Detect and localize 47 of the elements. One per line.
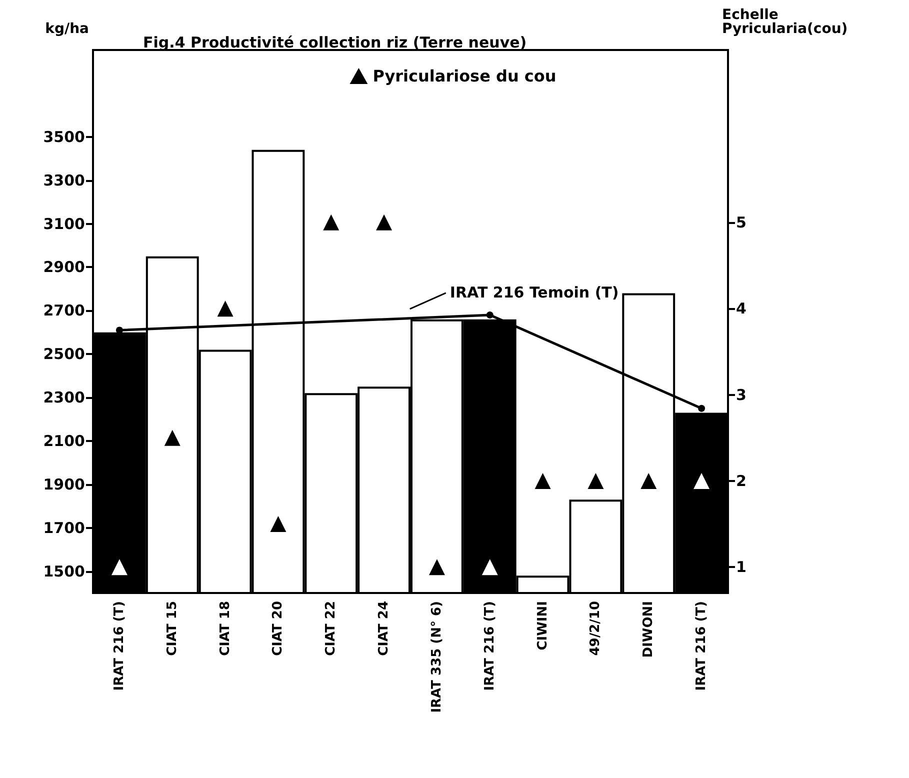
x-tick-label: 49/2/10 bbox=[588, 601, 604, 656]
y-tick-label: 3300 bbox=[43, 171, 85, 190]
x-tick-label: CIAT 15 bbox=[164, 601, 180, 656]
y-tick-label: 2900 bbox=[43, 258, 85, 276]
legend-label: IRAT 216 Temoin (T) bbox=[450, 283, 619, 302]
y2-tick-label: 5 bbox=[736, 213, 746, 232]
y-tick-label: 1500 bbox=[43, 562, 85, 580]
x-tick-label: DIWONI bbox=[641, 601, 656, 658]
point bbox=[482, 559, 498, 576]
point bbox=[694, 472, 710, 489]
x-tick-label: IRAT 216 (T) bbox=[482, 601, 498, 691]
point bbox=[588, 472, 604, 489]
y-tick-label: 1900 bbox=[43, 475, 85, 494]
x-tick-label: CIAT 18 bbox=[218, 601, 233, 656]
point bbox=[428, 559, 445, 576]
x-tick-label: IRAT 335 (N° 6) bbox=[429, 601, 444, 713]
point bbox=[376, 214, 392, 230]
y-tick-label: 2300 bbox=[43, 388, 85, 407]
y2-tick-label: 1 bbox=[736, 558, 746, 576]
y2-tick-label: 3 bbox=[736, 386, 746, 404]
y2-tick-label: 4 bbox=[736, 300, 746, 318]
y-axis-title: kg/ha bbox=[45, 21, 89, 37]
point bbox=[640, 472, 657, 489]
y-tick-label: 2700 bbox=[43, 302, 85, 320]
y2-axis-title: Echelle Pyricularia(cou) bbox=[722, 7, 848, 37]
y-tick-label: 3500 bbox=[43, 128, 85, 146]
x-tick-label: CIWINI bbox=[535, 601, 550, 650]
point bbox=[486, 311, 494, 318]
y-tick-label: 1700 bbox=[43, 518, 85, 537]
point bbox=[323, 214, 340, 230]
point bbox=[534, 472, 551, 489]
y-tick-label: 2500 bbox=[43, 345, 85, 364]
x-tick-label: CIAT 20 bbox=[270, 601, 286, 656]
x-tick-label: IRAT 216 (T) bbox=[694, 601, 710, 691]
legend-label: Pyriculariose du cou bbox=[372, 66, 556, 86]
point bbox=[164, 430, 180, 446]
point bbox=[698, 404, 706, 412]
point bbox=[111, 559, 128, 576]
point bbox=[217, 300, 234, 317]
y-tick-label: 3100 bbox=[43, 214, 85, 233]
y-tick-label: 2100 bbox=[43, 432, 85, 450]
y2-tick-label: 2 bbox=[736, 472, 746, 490]
point bbox=[270, 516, 286, 532]
x-tick-label: IRAT 216 (T) bbox=[112, 601, 127, 691]
chart-title: Fig.4 Productivité collection riz (Terre neuve) bbox=[143, 34, 527, 52]
x-tick-label: CIAT 22 bbox=[324, 601, 339, 656]
x-tick-label: CIAT 24 bbox=[376, 601, 392, 656]
